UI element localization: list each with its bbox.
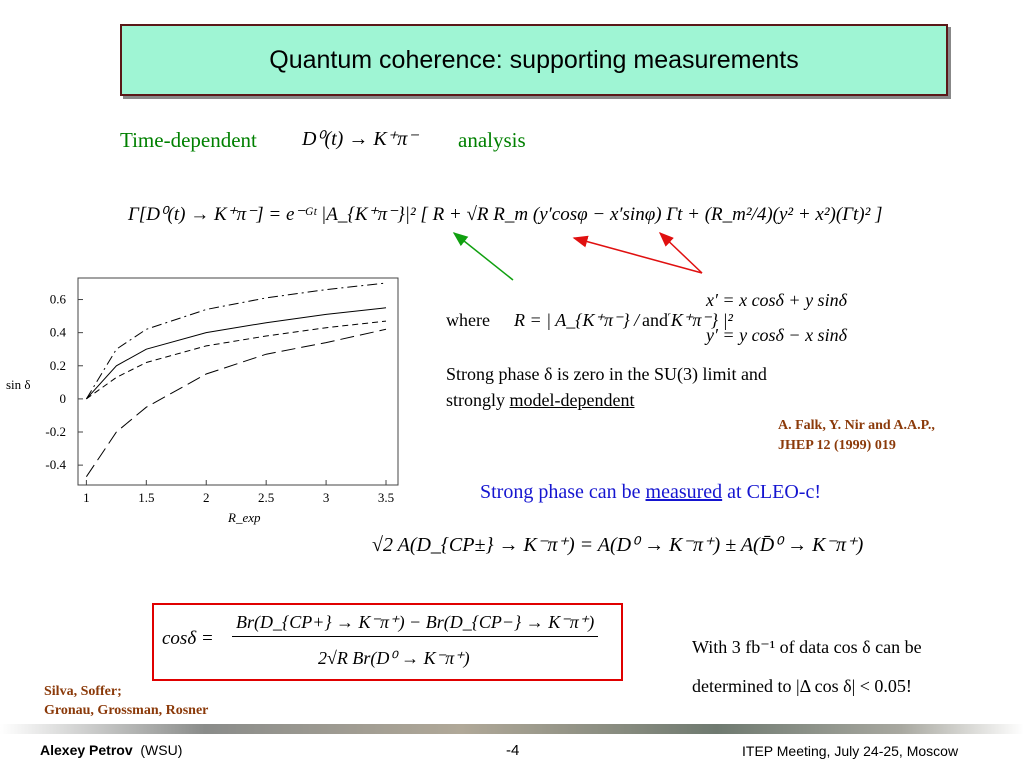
x-axis-label: R_exp bbox=[227, 510, 261, 525]
footer-author: Alexey Petrov bbox=[40, 742, 133, 758]
reference-line2: JHEP 12 (1999) 019 bbox=[778, 438, 896, 453]
slide-title: Quantum coherence: supporting measuremen… bbox=[269, 46, 799, 74]
xprime-definition: x′ = x cosδ + y sinδ bbox=[706, 290, 847, 310]
green-arrow bbox=[452, 232, 514, 281]
curve bbox=[86, 320, 387, 400]
intro-lead: Time-dependent bbox=[120, 128, 257, 152]
ratio-definition: R = | A_{K⁺π⁻} / Ā_{K⁺π⁻} |² bbox=[514, 310, 733, 330]
cleo-after: at CLEO-c! bbox=[727, 481, 822, 503]
red-arrow bbox=[572, 235, 703, 274]
x-tick-label: 3.5 bbox=[378, 490, 394, 505]
y-tick-label: 0 bbox=[60, 391, 67, 406]
cos-numerator: Br(D_{CP+} → K⁻π⁺) − Br(D_{CP−} → K⁻π⁺) bbox=[232, 612, 599, 637]
rate-equation: Γ[D⁰(t) → K⁺π⁻] = e⁻ᴳᵗ |A_{K⁺π⁻}|² [ R +… bbox=[128, 204, 883, 225]
curve bbox=[86, 307, 387, 400]
x-tick-label: 1 bbox=[83, 490, 90, 505]
and-label: and bbox=[642, 310, 668, 331]
curve bbox=[85, 282, 387, 400]
cleo-before: Strong phase can be bbox=[480, 481, 641, 503]
precision-line1: With 3 fb⁻¹ of data cos δ can be bbox=[692, 637, 922, 657]
intro-process: D⁰(t) → K⁺π⁻ bbox=[302, 128, 418, 150]
cos-denominator: 2√R Br(D⁰ → K⁻π⁺) bbox=[318, 648, 470, 668]
cos-box bbox=[152, 603, 623, 681]
citation-line1: Silva, Soffer; bbox=[44, 684, 122, 699]
cos-lhs: cosδ = bbox=[162, 628, 214, 649]
plot-frame bbox=[77, 277, 399, 486]
cleo-underlined: measured bbox=[645, 481, 723, 503]
footer-page: -4 bbox=[506, 742, 520, 759]
y-tick-label: 0.2 bbox=[50, 358, 66, 373]
cleo-line: Strong phase can be measured at CLEO-c! bbox=[480, 481, 821, 504]
x-tick-label: 3 bbox=[323, 490, 330, 505]
amplitude-equation: √2 A(D_{CP±} → K⁻π⁺) = A(D⁰ → K⁻π⁺) ± A(… bbox=[372, 534, 864, 556]
where-label: where bbox=[446, 310, 490, 330]
reference-line1: A. Falk, Y. Nir and A.A.P., bbox=[778, 418, 935, 433]
precision-line2: determined to |Δ cos δ| < 0.05! bbox=[692, 676, 912, 696]
strong-phase-line2: strongly bbox=[446, 390, 506, 410]
y-axis-label: sin δ bbox=[6, 377, 31, 392]
curve bbox=[85, 328, 387, 477]
x-tick-label: 2 bbox=[203, 490, 210, 505]
citation-line2: Gronau, Grossman, Rosner bbox=[44, 703, 209, 718]
y-tick-label: -0.4 bbox=[45, 457, 66, 472]
red-arrow bbox=[658, 231, 703, 274]
yprime-definition: y′ = y cosδ − x sinδ bbox=[706, 325, 847, 345]
strong-phase-text: Strong phase δ is zero in the SU(3) limi… bbox=[446, 364, 767, 384]
footer-band bbox=[0, 724, 1024, 734]
intro-tail: analysis bbox=[458, 128, 526, 152]
title-box: Quantum coherence: supporting measuremen… bbox=[120, 24, 948, 96]
footer-event: ITEP Meeting, July 24-25, Moscow bbox=[742, 743, 959, 759]
y-tick-label: 0.4 bbox=[50, 325, 67, 340]
strong-phase-line: strongly model-dependent bbox=[446, 390, 634, 411]
y-tick-label: 0.6 bbox=[50, 292, 67, 307]
y-tick-label: -0.2 bbox=[45, 424, 66, 439]
footer-author-line: Alexey Petrov (WSU) bbox=[40, 742, 182, 758]
x-tick-label: 1.5 bbox=[138, 490, 154, 505]
strong-phase-underlined: model-dependent bbox=[509, 390, 635, 410]
footer-affiliation: (WSU) bbox=[140, 742, 183, 758]
x-tick-label: 2.5 bbox=[258, 490, 274, 505]
